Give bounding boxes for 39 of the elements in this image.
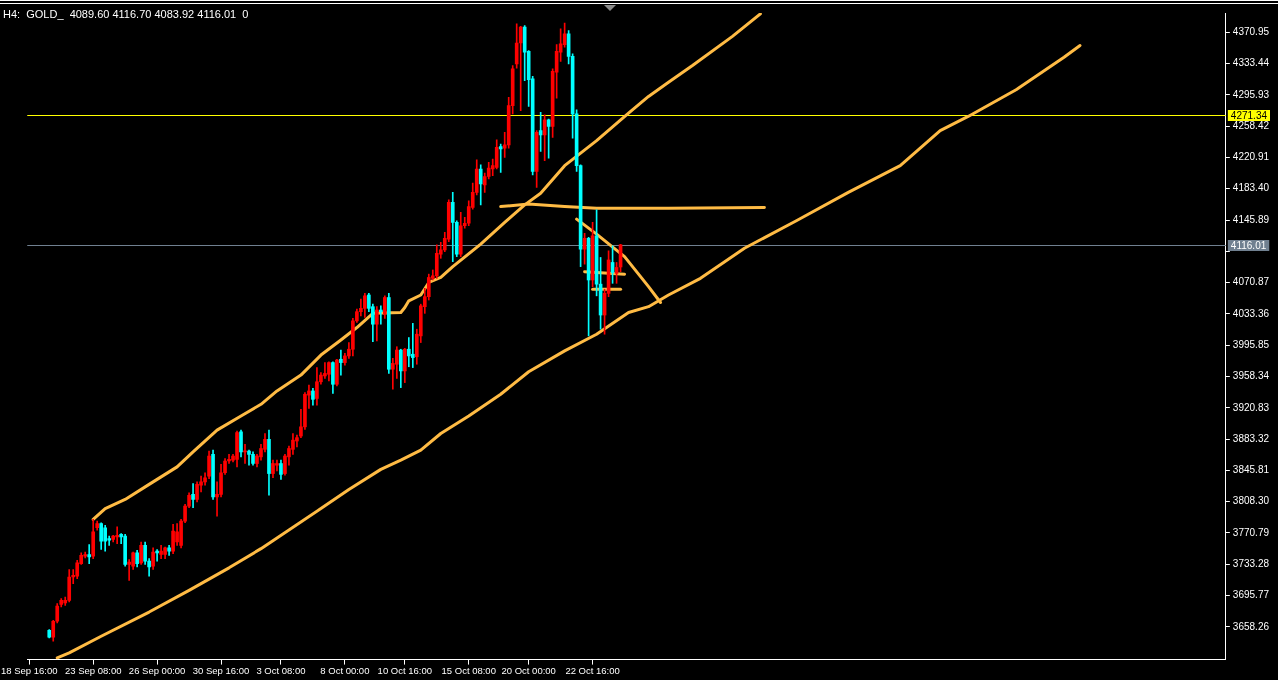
ref-line-label: 4271.34 xyxy=(1230,109,1268,121)
y-tick-label: 3770.79 xyxy=(1232,526,1270,538)
y-tick-label: 4295.93 xyxy=(1232,88,1270,100)
candlestick xyxy=(87,544,92,564)
y-tick-label: 4183.40 xyxy=(1232,182,1270,194)
y-tick-label: 4258.42 xyxy=(1232,119,1270,131)
candlestick xyxy=(410,323,415,368)
ref-line-label: 4116.01 xyxy=(1230,239,1267,251)
x-tick-label: 18 Sep 16:00 xyxy=(1,664,58,676)
y-tick-label: 3958.34 xyxy=(1232,370,1270,382)
candlestick xyxy=(518,26,523,111)
y-tick-label: 4333.44 xyxy=(1232,57,1270,69)
candlestick xyxy=(191,483,195,509)
y-tick-label: 4033.36 xyxy=(1232,307,1270,319)
candlestick xyxy=(339,349,343,376)
y-tick-label: 3658.26 xyxy=(1232,620,1270,632)
chart-title: H4: GOLD_ 4089.60 4116.70 4083.92 4116.01 0 xyxy=(3,8,249,20)
x-tick-label: 10 Oct 16:00 xyxy=(377,664,433,676)
x-tick-label: 23 Sep 08:00 xyxy=(64,664,122,676)
y-tick-label: 3733.28 xyxy=(1232,558,1270,569)
y-tick-label: 3808.30 xyxy=(1232,495,1270,507)
y-tick-label: 4070.87 xyxy=(1232,276,1270,288)
x-tick-label: 15 Oct 08:00 xyxy=(441,664,496,676)
x-tick-label: 22 Oct 16:00 xyxy=(565,664,620,676)
y-tick-label: 3920.83 xyxy=(1232,401,1270,413)
x-tick-label: 30 Sep 16:00 xyxy=(192,664,250,676)
candlestick xyxy=(498,143,503,173)
y-tick-label: 3845.81 xyxy=(1232,464,1270,476)
y-tick-label: 3695.77 xyxy=(1232,589,1270,601)
x-tick-label: 20 Oct 00:00 xyxy=(501,664,556,676)
x-tick-label: 3 Oct 08:00 xyxy=(256,664,306,676)
y-tick-label: 4220.91 xyxy=(1232,151,1270,163)
y-tick-label: 3883.32 xyxy=(1232,432,1270,444)
x-tick-label: 8 Oct 00:00 xyxy=(320,664,370,676)
candlestick xyxy=(247,449,251,466)
x-tick-label: 26 Sep 00:00 xyxy=(128,664,186,676)
y-tick-label: 4370.95 xyxy=(1232,25,1270,37)
y-tick-label: 4145.89 xyxy=(1232,213,1270,225)
y-tick-label: 3995.85 xyxy=(1232,338,1270,350)
